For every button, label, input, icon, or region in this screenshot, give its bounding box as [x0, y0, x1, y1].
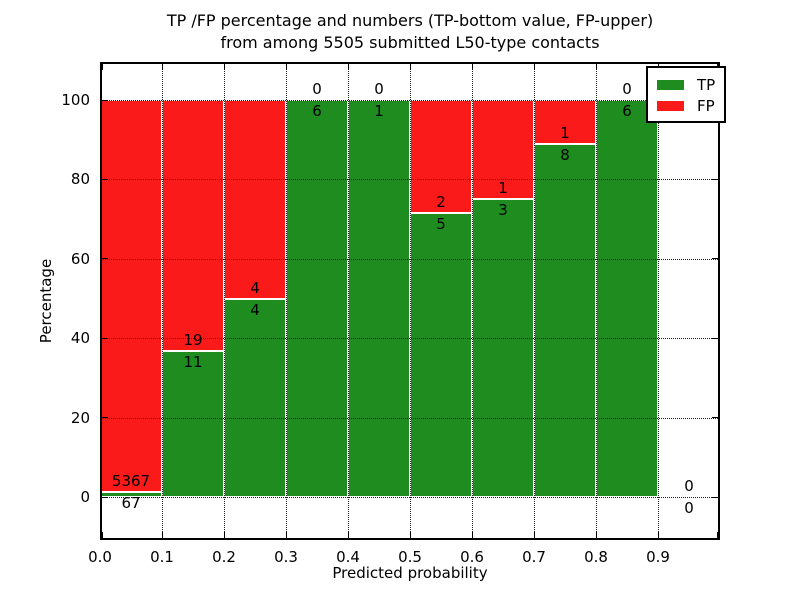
x-tick-label: 0.1 — [150, 548, 174, 566]
y-tick-mark-left — [102, 496, 108, 498]
x-tick-mark-top — [224, 64, 225, 70]
annotation-tp-count: 1 — [374, 102, 384, 120]
x-tick-mark-top — [286, 64, 287, 70]
annotation-fp-count: 0 — [684, 477, 694, 495]
y-tick-mark-right — [712, 417, 718, 419]
y-tick-label: 80 — [70, 170, 90, 189]
bar-tp-segment — [472, 199, 534, 497]
x-tick-mark-bottom — [658, 532, 659, 538]
annotation-fp-count: 5367 — [111, 472, 151, 491]
annotation-fp-count: 1 — [498, 179, 508, 198]
gridline-vertical — [162, 62, 163, 540]
gridline-vertical — [596, 62, 597, 540]
x-axis-label: Predicted probability — [332, 564, 488, 582]
x-tick-label: 0.2 — [212, 548, 236, 566]
plot-area: TP FP 5367 67 19 11 4 4 0 6 0 1 2 5 1 3 1 8 0 6 0 0 0 20 40 60 8… — [61, 62, 727, 566]
annotation-tp-count: 11 — [183, 353, 203, 372]
x-tick-mark-bottom — [102, 532, 103, 538]
chart-title-line2: from among 5505 submitted L50-type conta… — [220, 33, 600, 52]
annotation-fp-count: 4 — [250, 278, 260, 297]
annotation-tp-count: 5 — [436, 215, 446, 234]
bar-tp-segment — [162, 351, 224, 497]
x-tick-label: 0.3 — [274, 548, 298, 566]
legend-label-tp: TP — [697, 75, 716, 94]
x-tick-mark-bottom — [224, 532, 225, 538]
annotation-tp-count: 4 — [250, 300, 260, 319]
annotation-fp-count: 2 — [436, 193, 446, 212]
legend-label-fp: FP — [697, 96, 715, 115]
x-tick-mark-bottom — [534, 532, 535, 538]
y-tick-mark-right — [712, 258, 718, 260]
bar-tp-segment — [410, 213, 472, 497]
annotation-tp-count: 6 — [312, 102, 322, 120]
bar-fp-segment — [100, 100, 162, 493]
x-tick-mark-top — [102, 64, 103, 70]
bar-fp-segment — [224, 100, 286, 299]
x-tick-mark-top — [410, 64, 411, 70]
tp-color-swatch — [657, 79, 684, 90]
x-tick-label: 0.4 — [336, 548, 360, 566]
gridline-vertical — [348, 62, 349, 540]
x-tick-mark-bottom — [410, 532, 411, 538]
x-tick-mark-bottom — [286, 532, 287, 538]
x-tick-mark-top — [472, 64, 473, 70]
annotation-tp-count: 0 — [684, 499, 694, 517]
gridline-vertical — [410, 62, 411, 540]
y-tick-mark-left — [102, 258, 108, 260]
y-tick-mark-left — [102, 337, 108, 339]
annotation-tp-count: 6 — [622, 102, 632, 120]
y-tick-label: 0 — [80, 488, 90, 506]
chart-title-line1: TP /FP percentage and numbers (TP-bottom… — [166, 11, 654, 30]
x-tick-mark-bottom — [596, 532, 597, 538]
x-tick-mark-top — [162, 64, 163, 70]
annotation-fp-count: 0 — [374, 80, 384, 98]
gridline-vertical — [658, 62, 659, 540]
annotation-tp-count: 67 — [121, 494, 141, 513]
annotation-tp-count: 8 — [560, 146, 570, 165]
bar-tp-segment — [348, 100, 410, 497]
x-tick-mark-bottom — [162, 532, 163, 538]
bar-tp-segment — [534, 144, 596, 497]
bar-fp-segment — [162, 100, 224, 352]
annotation-fp-count: 0 — [622, 80, 632, 98]
bar-tp-segment — [286, 100, 348, 497]
y-tick-mark-right — [712, 337, 718, 339]
x-tick-label: 0.7 — [522, 548, 546, 566]
x-tick-mark-bottom — [348, 532, 349, 538]
x-tick-mark-top — [534, 64, 535, 70]
gridline-vertical — [224, 62, 225, 540]
y-tick-label: 20 — [70, 408, 90, 427]
y-tick-label: 40 — [70, 329, 90, 348]
annotation-fp-count: 0 — [312, 80, 322, 98]
gridline-vertical — [286, 62, 287, 540]
legend-entry-fp: FP — [657, 95, 715, 116]
y-tick-mark-left — [102, 417, 108, 419]
x-tick-label: 0.6 — [460, 548, 484, 566]
x-tick-label: 0.8 — [584, 548, 608, 566]
bar-tp-segment — [596, 100, 658, 497]
y-tick-label: 100 — [61, 91, 90, 109]
annotation-tp-count: 3 — [498, 201, 508, 220]
gridline-vertical — [472, 62, 473, 540]
annotation-fp-count: 1 — [560, 124, 570, 143]
y-tick-mark-left — [102, 99, 108, 101]
legend-entry-tp: TP — [657, 74, 715, 95]
x-tick-mark-top — [596, 64, 597, 70]
x-tick-mark-bottom — [717, 532, 718, 538]
x-tick-mark-top — [348, 64, 349, 70]
y-tick-mark-right — [712, 496, 718, 498]
gridline-vertical — [534, 62, 535, 540]
y-tick-mark-right — [712, 178, 718, 180]
y-tick-mark-left — [102, 178, 108, 180]
legend: TP FP — [646, 66, 727, 123]
fp-color-swatch — [657, 100, 684, 111]
annotation-fp-count: 19 — [183, 331, 203, 350]
x-tick-mark-bottom — [472, 532, 473, 538]
bar-tp-segment — [224, 298, 286, 497]
x-tick-label: 0.0 — [88, 548, 112, 566]
x-tick-label: 0.9 — [646, 548, 670, 566]
y-tick-label: 60 — [70, 249, 90, 268]
x-tick-label: 0.5 — [398, 548, 422, 566]
